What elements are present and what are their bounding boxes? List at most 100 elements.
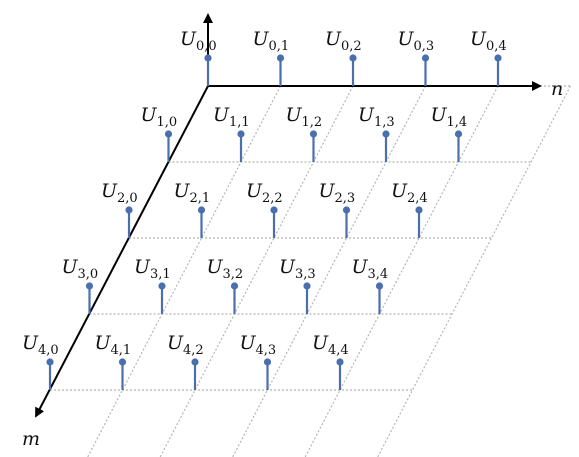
stem-label: U1,2 xyxy=(286,104,323,130)
stem-label: U2,1 xyxy=(174,180,211,206)
stem-label-base: U xyxy=(22,332,39,354)
stem-label: U4,1 xyxy=(95,332,132,358)
stem-label-subscript: 0,2 xyxy=(341,39,362,54)
stem-label-base: U xyxy=(470,28,487,50)
stem-marker xyxy=(263,358,272,366)
grid-col-line xyxy=(159,85,354,457)
stem-marker xyxy=(309,130,318,138)
stem-label-base: U xyxy=(312,332,329,354)
stem-marker xyxy=(421,54,430,62)
stem-label-base: U xyxy=(62,256,79,278)
stem-marker xyxy=(118,358,127,366)
stem-label: U3,4 xyxy=(352,256,389,282)
stem-marker xyxy=(415,206,423,214)
stem-label: U0,2 xyxy=(325,28,362,54)
stem-label: U3,2 xyxy=(207,256,244,282)
stem-label-subscript: 3,1 xyxy=(150,267,171,282)
stem-label: U4,2 xyxy=(167,332,204,358)
stem-marker xyxy=(382,130,390,138)
stem-label-subscript: 0,0 xyxy=(196,39,217,54)
grid-col-line xyxy=(304,85,499,457)
stem-label: U3,0 xyxy=(62,256,99,282)
axis-label-n: n xyxy=(551,78,563,100)
stem-label-base: U xyxy=(253,28,270,50)
stem-label-subscript: 1,4 xyxy=(447,115,468,130)
stem-label: U2,3 xyxy=(319,180,356,206)
stem-label: U4,0 xyxy=(22,332,59,358)
stem-label: U2,0 xyxy=(101,180,138,206)
stem-label: U0,4 xyxy=(470,28,507,54)
stem-label-subscript: 2,4 xyxy=(407,191,428,206)
stem-marker xyxy=(197,206,206,214)
stem-marker xyxy=(46,358,54,366)
stems xyxy=(46,54,502,390)
dotted-grid xyxy=(50,85,572,457)
stem-label-base: U xyxy=(240,332,257,354)
stem-label-base: U xyxy=(213,104,230,126)
stem-label-subscript: 2,1 xyxy=(190,191,211,206)
stem-label-base: U xyxy=(352,256,369,278)
stem-label-base: U xyxy=(180,28,197,50)
stem-label-subscript: 0,1 xyxy=(269,39,290,54)
stem-label-subscript: 3,3 xyxy=(295,267,316,282)
stem-label-subscript: 1,1 xyxy=(229,115,250,130)
stem-label-base: U xyxy=(246,180,263,202)
stem-label: U0,0 xyxy=(180,28,217,54)
stem-label-subscript: 1,0 xyxy=(157,115,178,130)
stem-marker xyxy=(164,130,173,138)
stem-label-base: U xyxy=(174,180,191,202)
stem-label-subscript: 4,3 xyxy=(256,343,277,358)
stem-marker xyxy=(494,54,502,62)
grid-col-line xyxy=(232,85,427,457)
stem-label-base: U xyxy=(319,180,336,202)
stem-marker xyxy=(191,358,199,366)
stem-label: U1,3 xyxy=(358,104,395,130)
stem-marker xyxy=(125,206,133,214)
stem-marker xyxy=(276,54,285,62)
stem-marker xyxy=(342,206,351,214)
stem-label-subscript: 2,3 xyxy=(335,191,356,206)
stem-label-base: U xyxy=(207,256,224,278)
stem-label-subscript: 4,2 xyxy=(183,343,204,358)
stem-label-subscript: 2,2 xyxy=(262,191,283,206)
stem-label-subscript: 1,2 xyxy=(302,115,323,130)
stem-marker xyxy=(349,54,357,62)
stem-labels: U0,0 U0,1 U0,2 U0,3 U0,4U1,0 U1,1 U1,2 U1,3 U1,4… xyxy=(22,28,507,358)
stem-marker xyxy=(303,282,311,290)
stem-label-base: U xyxy=(95,332,112,354)
stem-marker xyxy=(230,282,239,290)
stem-label: U3,3 xyxy=(279,256,316,282)
stem-label: U0,3 xyxy=(398,28,435,54)
stem-label-subscript: 0,3 xyxy=(414,39,435,54)
stem-marker xyxy=(237,130,245,138)
stem-label-subscript: 1,3 xyxy=(374,115,395,130)
stem-label-base: U xyxy=(141,104,158,126)
stem-label-base: U xyxy=(358,104,375,126)
stem-label-base: U xyxy=(398,28,415,50)
stem-label-subscript: 4,4 xyxy=(328,343,349,358)
stem-label-subscript: 2,0 xyxy=(117,191,138,206)
stem-label-base: U xyxy=(101,180,118,202)
stem-marker xyxy=(270,206,278,214)
axis-label-m: m xyxy=(22,428,40,450)
stem-label: U4,4 xyxy=(312,332,349,358)
stem-label-base: U xyxy=(431,104,448,126)
stem-marker xyxy=(85,282,94,290)
stem-label: U0,1 xyxy=(253,28,290,54)
stem-label-base: U xyxy=(391,180,408,202)
stem-label-subscript: 3,2 xyxy=(223,267,244,282)
m-axis-arrow xyxy=(35,85,209,418)
stem-label: U1,4 xyxy=(431,104,468,130)
stem-marker xyxy=(204,54,212,62)
stem-label-subscript: 0,4 xyxy=(486,39,507,54)
stem-marker xyxy=(336,358,344,366)
stem-label: U1,1 xyxy=(213,104,250,130)
stem-label-subscript: 3,4 xyxy=(368,267,389,282)
stem-label-subscript: 3,0 xyxy=(78,267,99,282)
stem-label: U1,0 xyxy=(141,104,178,130)
stem-label-base: U xyxy=(286,104,303,126)
stem-label-base: U xyxy=(325,28,342,50)
stem-marker xyxy=(158,282,166,290)
stem-label: U2,4 xyxy=(391,180,428,206)
